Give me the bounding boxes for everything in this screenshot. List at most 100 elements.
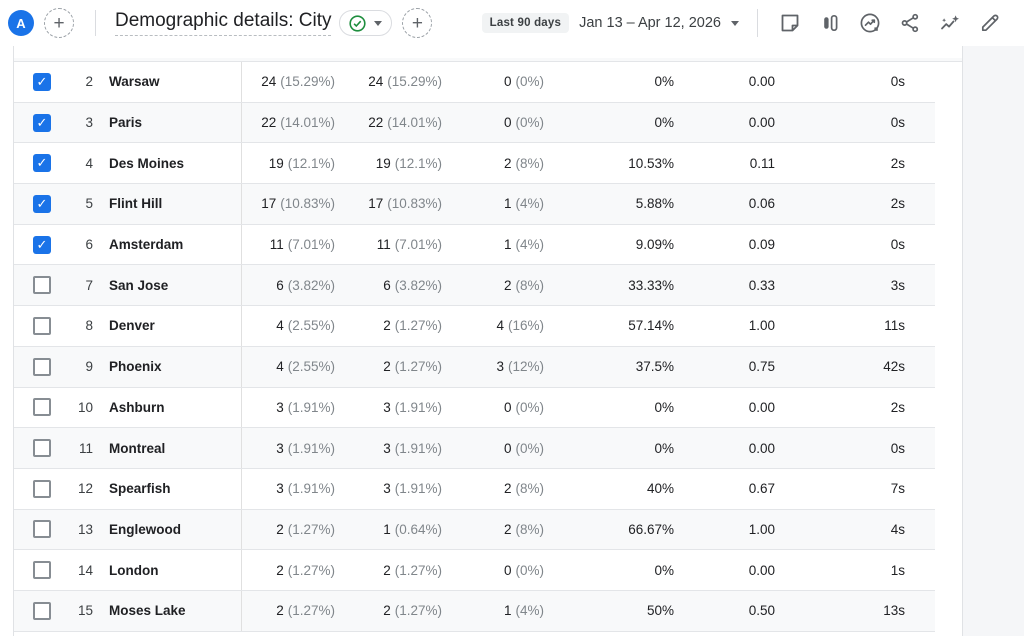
metric-cell: 0.75 — [748, 359, 775, 375]
metric-cell: 3 (1.91%) — [276, 399, 335, 415]
metric-cell: 0 (0%) — [503, 562, 544, 578]
row-checkbox[interactable] — [33, 398, 51, 417]
metric-cell: 17 (10.83%) — [261, 196, 335, 212]
page-background — [963, 46, 1024, 636]
insights-circle-icon[interactable] — [858, 11, 882, 35]
row-index: 5 — [85, 196, 93, 212]
row-checkbox[interactable] — [33, 357, 51, 376]
add-tab-button[interactable]: + — [402, 8, 433, 38]
metric-cell: 7s — [890, 481, 905, 497]
checkbox-cell — [14, 591, 51, 631]
metric-cell: 2s — [890, 155, 905, 171]
metric-cell: 2 (1.27%) — [383, 318, 442, 334]
share-icon[interactable] — [898, 11, 922, 35]
row-index: 14 — [77, 562, 93, 578]
table-row[interactable]: 15 Moses Lake 2 (1.27%) 2 (1.27%) 1 (4%) 50… — [14, 590, 935, 632]
checkbox-cell — [14, 62, 51, 102]
metric-cell: 0s — [890, 237, 905, 253]
checkbox-cell — [14, 184, 51, 224]
metric-cell: 37.5% — [635, 359, 674, 375]
row-checkbox[interactable] — [33, 316, 51, 335]
table-row[interactable]: 8 Denver 4 (2.55%) 2 (1.27%) 4 (16%) 57.14%… — [14, 306, 935, 347]
metric-cell: 0.00 — [748, 399, 775, 415]
metrics-group: 22 (14.01%) 22 (14.01%) 0 (0%) 0% 0.00 0s — [241, 102, 918, 143]
avatar[interactable]: A — [8, 10, 34, 36]
row-checkbox[interactable] — [33, 520, 51, 539]
metric-cell: 3 (1.91%) — [276, 481, 335, 497]
row-checkbox[interactable] — [33, 154, 51, 173]
table-row[interactable]: 6 Amsterdam 11(7.01%) 11(7.01%) 1(4%) 9.… — [14, 224, 935, 266]
metrics-group: 4 (2.55%) 2 (1.27%) 3 (12%) 37.5% 0.75 42s — [241, 346, 918, 387]
metric-cell: 9.09% — [635, 237, 674, 253]
table-row[interactable]: 13 Englewood 2 (1.27%) 1 (0.64%) 2 (8%) 66.… — [14, 509, 935, 551]
metric-cell: 0.00 — [748, 562, 775, 578]
toolbar-divider — [757, 9, 758, 37]
note-icon[interactable] — [778, 11, 802, 35]
metric-cell: 0% — [654, 115, 674, 131]
checkbox-cell — [14, 388, 51, 428]
metrics-group: 3 (1.91%) 3 (1.91%) 0 (0%) 0% 0.00 0s — [241, 428, 918, 468]
checkbox-cell — [14, 225, 51, 265]
row-checkbox[interactable] — [33, 276, 51, 295]
row-checkbox[interactable] — [33, 194, 51, 213]
table-row[interactable]: 9 Phoenix 4 (2.55%) 2 (1.27%) 3 (12%) 37.5%… — [14, 346, 935, 388]
row-index: 10 — [77, 399, 93, 415]
metric-cell: 2 (8%) — [503, 521, 544, 537]
metric-cell: 2 (1.27%) — [276, 521, 335, 537]
metric-cell: 0s — [890, 440, 905, 456]
table-row[interactable]: 4 Des Moines 19(12.1%) 19(12.1%) 2(8%) 1… — [14, 143, 935, 185]
table-row[interactable]: 14 London 2 (1.27%) 2 (1.27%) 0 (0%) 0% 0.0… — [14, 550, 935, 591]
metric-cell: 1 (4%) — [503, 237, 544, 253]
date-range-picker[interactable]: Last 90 days Jan 13 – Apr 12, 2026 — [481, 13, 739, 33]
metric-cell: 1 (0.64%) — [383, 521, 442, 537]
edit-pencil-icon[interactable] — [978, 11, 1002, 35]
row-checkbox[interactable] — [33, 561, 51, 580]
metric-cell: 33.33% — [628, 277, 674, 293]
table-row[interactable]: 10 Ashburn 3 (1.91%) 3 (1.91%) 0 (0%) 0% 0.… — [14, 387, 935, 429]
metric-cell: 5.88% — [635, 196, 674, 212]
table-row[interactable]: 2 Warsaw 24(15.29%) 24(15.29%) 0(0%) 0% … — [14, 62, 935, 103]
metric-cell: 4 (16%) — [496, 318, 544, 334]
row-index: 8 — [85, 318, 93, 334]
metric-cell: 0 (0%) — [503, 440, 544, 456]
metric-cell: 22 (14.01%) — [261, 115, 335, 131]
table-row[interactable]: 3 Paris 22(14.01%) 22(14.01%) 0(0%) 0% 0… — [14, 102, 935, 144]
metric-cell: 0 (0%) — [503, 74, 544, 90]
checkbox-cell — [14, 510, 51, 550]
row-checkbox[interactable] — [33, 235, 51, 254]
metric-cell: 57.14% — [628, 318, 674, 334]
row-index: 15 — [77, 603, 93, 619]
report-status-dropdown[interactable] — [339, 10, 393, 36]
row-checkbox[interactable] — [33, 113, 51, 132]
metric-cell: 3 (12%) — [496, 359, 544, 375]
table-row[interactable]: 12 Spearfish 3 (1.91%) 3 (1.91%) 2 (8%) 40%… — [14, 468, 935, 510]
city-name: Flint Hill — [109, 196, 163, 212]
metrics-group: 3 (1.91%) 3 (1.91%) 2 (8%) 40% 0.67 7s — [241, 468, 918, 509]
metrics-group: 11 (7.01%) 11 (7.01%) 1 (4%) 9.09% 0.09 0s — [241, 224, 918, 265]
table-row[interactable]: 5 Flint Hill 17(10.83%) 17(10.83%) 1(4%)… — [14, 184, 935, 225]
metric-cell: 0.00 — [748, 74, 775, 90]
row-index: 13 — [77, 521, 93, 537]
row-checkbox[interactable] — [33, 439, 51, 458]
table-row[interactable]: 7 San Jose 6 (3.82%) 6 (3.82%) 2 (8%) 33.33… — [14, 265, 935, 307]
metric-cell: 66.67% — [628, 521, 674, 537]
city-name: Ashburn — [109, 399, 165, 415]
metric-cell: 3s — [890, 277, 905, 293]
metric-cell: 2 (1.27%) — [383, 359, 442, 375]
metric-cell: 40% — [646, 481, 674, 497]
row-checkbox[interactable] — [33, 601, 51, 620]
row-checkbox[interactable] — [33, 479, 51, 498]
add-report-button[interactable]: + — [44, 8, 74, 38]
checkbox-cell — [14, 469, 51, 509]
comparison-icon[interactable] — [818, 11, 842, 35]
page-title[interactable]: Demographic details: City — [115, 10, 332, 36]
table-row[interactable]: 11 Montreal 3 (1.91%) 3 (1.91%) 0 (0%) 0% 0… — [14, 428, 935, 469]
row-index: 9 — [85, 359, 93, 375]
row-index: 3 — [85, 115, 93, 131]
row-checkbox[interactable] — [33, 72, 51, 91]
metric-cell: 2s — [890, 196, 905, 212]
city-name: Amsterdam — [109, 237, 184, 253]
metric-cell: 3 (1.91%) — [276, 440, 335, 456]
insights-sparkline-icon[interactable] — [938, 11, 962, 35]
metric-cell: 0.50 — [748, 603, 775, 619]
